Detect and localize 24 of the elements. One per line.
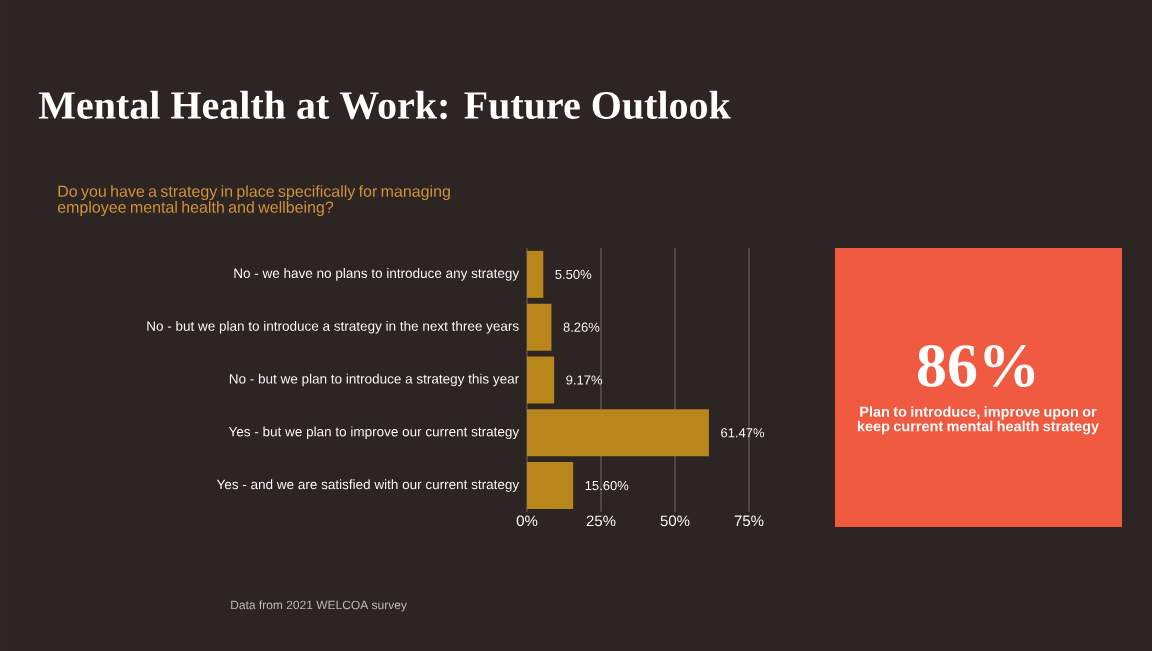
- y-tick-label: No - but we plan to introduce a strategy this year: [229, 373, 519, 387]
- data-label: 15.60%: [585, 480, 629, 491]
- bar: [527, 462, 574, 510]
- data-label: 9.17%: [566, 375, 603, 385]
- x-tick-label: 75%: [734, 515, 764, 527]
- data-label: 61.47%: [721, 428, 765, 438]
- bar: [527, 356, 555, 404]
- y-tick-label: Yes - and we are satisfied with our current strategy: [216, 479, 520, 492]
- chart-title: Mental Health at Work: Future Outlook: [38, 90, 731, 120]
- text: Do you have a strategy in place specifically for managing employee mental health and wellbeing?: [57, 185, 450, 217]
- y-tick-label: No - we have no plans to introduce any strategy: [234, 268, 520, 281]
- text: Plan to introduce, improve upon or keep current mental health strategy: [857, 406, 1099, 435]
- bar: [527, 250, 544, 298]
- bar: [527, 409, 709, 457]
- x-tick-label: 0%: [516, 515, 538, 527]
- y-tick-label: No - but we plan to introduce a strategy in the next three years: [147, 320, 519, 334]
- data-label: 8.26%: [563, 322, 600, 332]
- text: 86%: [918, 344, 1035, 388]
- y-tick-label: Yes - but we plan to improve our current strategy: [228, 426, 520, 440]
- bar: [527, 303, 552, 351]
- x-tick-label: 25%: [586, 515, 616, 527]
- data-label: 5.50%: [555, 269, 592, 279]
- x-tick-label: 50%: [660, 515, 690, 527]
- text: Data from 2021 WELCOA survey: [231, 600, 407, 612]
